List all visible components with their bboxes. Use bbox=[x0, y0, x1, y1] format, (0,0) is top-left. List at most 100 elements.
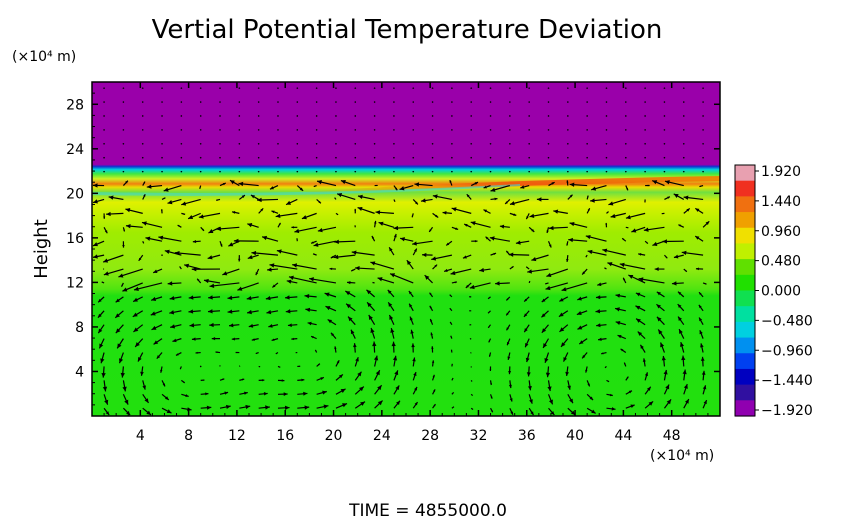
wind-vector-head bbox=[432, 194, 438, 199]
wind-vector-dot bbox=[315, 156, 318, 159]
wind-vector-dot bbox=[663, 129, 666, 131]
wind-vector-dot bbox=[586, 87, 588, 89]
wind-vector-head bbox=[420, 198, 426, 203]
wind-vector-dot bbox=[219, 170, 221, 173]
wind-vector-head bbox=[673, 254, 679, 259]
wind-vector-head bbox=[203, 278, 209, 284]
wind-vector-dot bbox=[354, 129, 357, 131]
wind-vector-dot bbox=[644, 87, 646, 89]
wind-vector-head bbox=[125, 223, 131, 229]
wind-vector-head bbox=[548, 399, 553, 405]
wind-vector-head bbox=[216, 199, 218, 201]
wind-vector-dot bbox=[431, 156, 434, 159]
wind-vector-dot bbox=[547, 87, 550, 89]
wind-vector-head bbox=[102, 386, 108, 392]
wind-vector-head bbox=[229, 323, 234, 328]
wind-vector-head bbox=[269, 263, 275, 268]
wind-vector-head bbox=[179, 266, 181, 268]
wind-vector-head bbox=[488, 297, 490, 299]
wind-vector-dot bbox=[451, 87, 453, 89]
wind-vector-dot bbox=[238, 129, 241, 131]
colorbar-swatch bbox=[735, 212, 755, 229]
wind-vector-head bbox=[150, 311, 156, 316]
wind-vector-dot bbox=[219, 129, 221, 131]
wind-vector-dot bbox=[528, 156, 530, 159]
wind-vector-head bbox=[429, 229, 432, 232]
wind-vector-head bbox=[408, 290, 412, 295]
wind-vector-head bbox=[318, 363, 320, 366]
wind-vector-dot bbox=[219, 87, 221, 89]
wind-vector-head bbox=[414, 402, 418, 406]
wind-vector-dot bbox=[644, 115, 646, 117]
wind-vector-head bbox=[638, 277, 644, 282]
wind-vector-dot bbox=[509, 156, 511, 159]
wind-vector-dot bbox=[180, 115, 183, 117]
wind-vector-head bbox=[435, 214, 439, 218]
wind-vector-head bbox=[125, 180, 128, 184]
wind-vector-dot bbox=[180, 156, 183, 159]
wind-vector-head bbox=[294, 228, 300, 234]
wind-vector-head bbox=[685, 270, 687, 272]
wind-vector-head bbox=[228, 242, 234, 247]
wind-vector-head bbox=[133, 327, 139, 332]
wind-vector-head bbox=[191, 337, 196, 341]
wind-vector-dot bbox=[625, 87, 627, 89]
wind-vector-head bbox=[622, 238, 625, 241]
wind-vector-dot bbox=[122, 156, 125, 159]
wind-vector-head bbox=[567, 385, 571, 390]
wind-vector-head bbox=[569, 194, 573, 198]
wind-vector-dot bbox=[257, 156, 260, 159]
wind-vector-head bbox=[434, 264, 438, 268]
wind-vector-dot bbox=[103, 170, 105, 173]
wind-vector-head bbox=[133, 297, 138, 302]
wind-vector-head bbox=[569, 182, 575, 187]
wind-vector-head bbox=[135, 342, 140, 347]
x-tick-label: 32 bbox=[470, 428, 488, 444]
colorbar-swatch bbox=[735, 180, 755, 197]
wind-vector-head bbox=[360, 401, 366, 406]
wind-vector-dot bbox=[373, 87, 376, 89]
colorbar-label: −0.960 bbox=[761, 343, 813, 359]
wind-vector-dot bbox=[489, 142, 492, 145]
wind-vector-head bbox=[399, 186, 405, 191]
wind-vector-head bbox=[559, 297, 564, 302]
wind-vector-dot bbox=[586, 129, 588, 131]
wind-vector-head bbox=[323, 404, 329, 409]
wind-vector-head bbox=[262, 235, 268, 241]
wind-vector-head bbox=[609, 393, 613, 397]
wind-vector-head bbox=[449, 180, 452, 183]
wind-vector-dot bbox=[180, 170, 183, 173]
wind-vector-head bbox=[598, 337, 602, 341]
wind-vector-head bbox=[257, 197, 262, 203]
wind-vector-dot bbox=[702, 170, 704, 173]
wind-vector-head bbox=[531, 256, 537, 262]
wind-vector-head bbox=[610, 213, 616, 219]
wind-vector-dot bbox=[644, 101, 646, 103]
wind-vector-dot bbox=[238, 156, 241, 159]
time-footer: TIME = 4855000.0 bbox=[348, 501, 507, 519]
chart-title: Vertial Potential Temperature Deviation bbox=[152, 15, 663, 45]
wind-vector-head bbox=[488, 311, 490, 314]
wind-vector-head bbox=[169, 310, 175, 315]
wind-vector-head bbox=[161, 209, 163, 211]
cool-streak bbox=[92, 184, 520, 196]
wind-vector-head bbox=[607, 262, 613, 267]
wind-vector-dot bbox=[431, 142, 434, 145]
wind-vector-head bbox=[142, 385, 147, 390]
wind-vector-head bbox=[246, 296, 252, 301]
wind-vector-head bbox=[271, 338, 275, 341]
wind-vector-dot bbox=[180, 129, 183, 131]
wind-vector-head bbox=[471, 380, 473, 382]
wind-vector-head bbox=[566, 180, 569, 183]
wind-vector-head bbox=[525, 357, 530, 363]
wind-vector-head bbox=[704, 282, 707, 285]
wind-vector-head bbox=[678, 224, 682, 227]
wind-vector-head bbox=[373, 355, 379, 361]
wind-vector-head bbox=[201, 228, 205, 231]
wind-vector-head bbox=[278, 222, 281, 226]
wind-vector-dot bbox=[296, 129, 299, 131]
wind-vector-head bbox=[231, 211, 236, 214]
wind-vector-head bbox=[548, 244, 552, 248]
wind-vector-head bbox=[527, 386, 532, 391]
wind-vector-head bbox=[247, 309, 252, 315]
